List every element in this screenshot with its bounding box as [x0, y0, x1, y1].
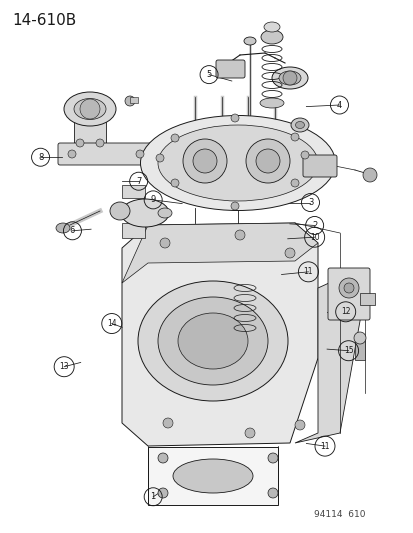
Text: 8: 8	[38, 153, 43, 161]
Circle shape	[338, 278, 358, 298]
Circle shape	[192, 149, 216, 173]
Text: 13: 13	[59, 362, 69, 371]
Circle shape	[362, 168, 376, 182]
Ellipse shape	[259, 98, 283, 108]
FancyBboxPatch shape	[147, 447, 277, 505]
FancyBboxPatch shape	[58, 143, 152, 165]
Text: 11: 11	[303, 268, 312, 276]
Text: 2: 2	[311, 221, 316, 230]
Circle shape	[284, 248, 294, 258]
Ellipse shape	[56, 223, 70, 233]
Polygon shape	[122, 223, 317, 283]
Circle shape	[282, 71, 296, 85]
Polygon shape	[122, 223, 317, 446]
Polygon shape	[122, 223, 145, 238]
Polygon shape	[294, 278, 364, 443]
Circle shape	[159, 238, 170, 248]
Ellipse shape	[121, 199, 169, 227]
Ellipse shape	[263, 22, 279, 32]
Polygon shape	[122, 185, 145, 198]
Circle shape	[158, 453, 168, 463]
Circle shape	[136, 150, 144, 158]
Ellipse shape	[64, 92, 116, 126]
Ellipse shape	[290, 118, 308, 132]
Text: 14-610B: 14-610B	[12, 13, 76, 28]
Circle shape	[171, 134, 178, 142]
Ellipse shape	[158, 125, 317, 201]
Text: 14: 14	[107, 319, 116, 328]
Ellipse shape	[173, 459, 252, 493]
Circle shape	[267, 453, 277, 463]
Circle shape	[244, 428, 254, 438]
Circle shape	[300, 151, 308, 159]
Text: 15: 15	[343, 346, 353, 355]
Text: 1: 1	[150, 492, 155, 501]
Circle shape	[294, 420, 304, 430]
Circle shape	[80, 99, 100, 119]
Circle shape	[230, 202, 238, 210]
Circle shape	[353, 332, 365, 344]
Text: 7: 7	[136, 177, 141, 185]
Circle shape	[290, 133, 298, 141]
Ellipse shape	[260, 30, 282, 44]
Ellipse shape	[158, 297, 267, 385]
Text: 94114  610: 94114 610	[313, 510, 365, 519]
Circle shape	[96, 139, 104, 147]
Bar	[359, 293, 374, 305]
Text: 12: 12	[340, 308, 349, 316]
Text: 3: 3	[307, 198, 312, 207]
Circle shape	[230, 114, 238, 122]
Circle shape	[156, 154, 164, 162]
Bar	[74, 109, 106, 151]
Bar	[130, 97, 138, 103]
Circle shape	[68, 150, 76, 158]
FancyBboxPatch shape	[216, 60, 244, 78]
Ellipse shape	[140, 116, 335, 211]
Circle shape	[255, 149, 279, 173]
Text: 4: 4	[336, 101, 341, 109]
Circle shape	[163, 418, 173, 428]
Circle shape	[183, 139, 226, 183]
Ellipse shape	[271, 67, 307, 89]
Circle shape	[125, 96, 135, 106]
Circle shape	[267, 488, 277, 498]
Ellipse shape	[278, 71, 300, 85]
Circle shape	[343, 283, 353, 293]
Text: 10: 10	[309, 233, 319, 241]
Text: 9: 9	[150, 196, 155, 204]
FancyBboxPatch shape	[327, 268, 369, 320]
Circle shape	[290, 179, 298, 187]
Circle shape	[235, 230, 244, 240]
Text: 6: 6	[70, 227, 75, 235]
Text: 11: 11	[320, 442, 329, 450]
Bar	[354, 338, 364, 360]
FancyBboxPatch shape	[302, 155, 336, 177]
Ellipse shape	[74, 99, 106, 119]
Ellipse shape	[110, 202, 130, 220]
Ellipse shape	[158, 208, 171, 218]
Ellipse shape	[295, 122, 304, 128]
Ellipse shape	[138, 281, 287, 401]
Circle shape	[76, 139, 84, 147]
Circle shape	[171, 179, 178, 187]
Circle shape	[158, 488, 168, 498]
Circle shape	[245, 139, 289, 183]
Text: 5: 5	[206, 70, 211, 79]
Ellipse shape	[178, 313, 247, 369]
Ellipse shape	[243, 37, 255, 45]
